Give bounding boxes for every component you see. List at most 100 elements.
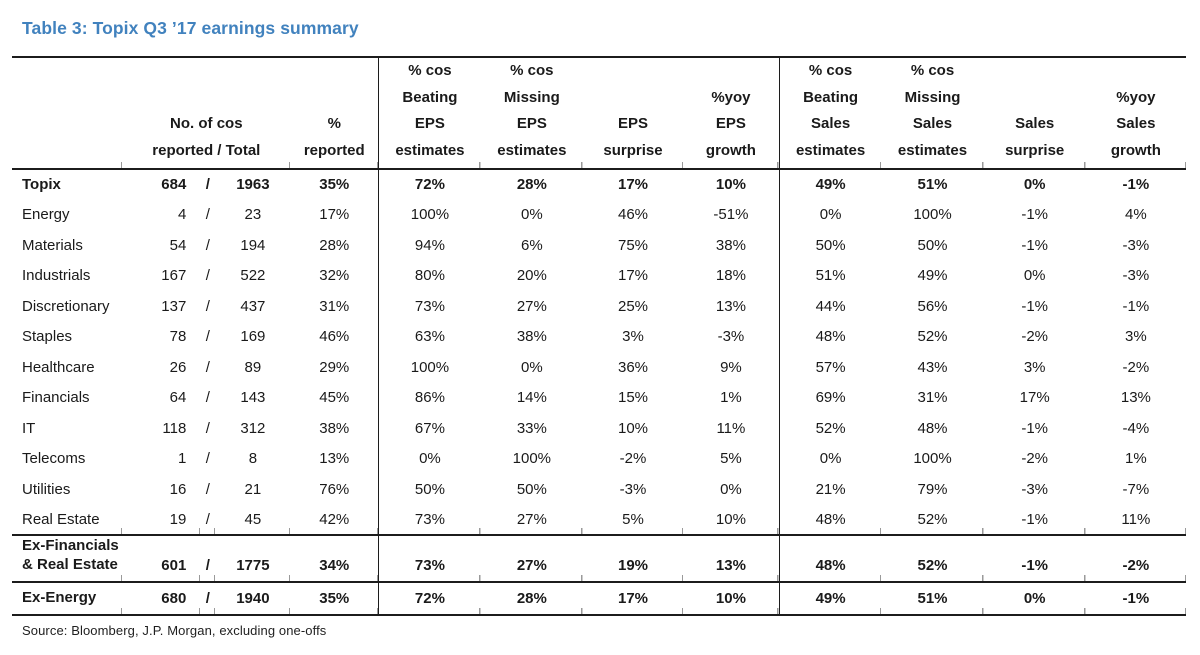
eps-beating-value: 67% (378, 413, 481, 444)
header-sales-surprise-line: surprise (1005, 141, 1065, 159)
eps-beating-value: 100% (378, 352, 481, 383)
header-eps-beating-line: EPS (414, 115, 445, 132)
cos-total-value: 23 (244, 206, 262, 224)
sales-missing-value: 31% (917, 389, 948, 407)
eps-beating-value: 0% (378, 443, 481, 474)
header-sales-missing-line: estimates (897, 141, 968, 159)
slash-separator: / (205, 206, 210, 224)
sales-surprise-value: -1% (1021, 297, 1049, 315)
sales-surprise-value: -2% (1021, 328, 1049, 346)
sales-growth-value: -2% (1122, 358, 1150, 376)
sales-beating-value: 0% (778, 443, 882, 474)
table-row: Discretionary 137 / 437 31% 73% 27% 25% 13% 44% 56… (12, 291, 1186, 322)
cos-total-value: 522 (240, 267, 266, 285)
eps-growth-value: 10% (715, 176, 746, 194)
header-sales-growth-line: growth (1110, 141, 1161, 159)
eps-surprise-value: 25% (618, 297, 649, 315)
pct-reported-value: 17% (319, 206, 350, 224)
sales-growth-value: -7% (1122, 480, 1150, 498)
sales-missing-value: 52% (881, 535, 984, 583)
sales-surprise-value: -3% (1021, 480, 1049, 498)
sector-label: Ex-Financials & Real Estate (12, 535, 123, 583)
table-row: Healthcare 26 / 89 29% 100% 0% 36% 9% 57% 43% 3% -2% (12, 352, 1186, 383)
cos-total-value: 437 (240, 297, 266, 315)
eps-surprise-value: -2% (619, 450, 647, 468)
cos-reported-value: 4 (177, 206, 187, 224)
eps-missing-value: 0% (521, 358, 543, 376)
cos-reported-value: 684 (161, 176, 187, 194)
sales-growth-value: -1% (1085, 582, 1186, 616)
slash-separator: / (205, 267, 210, 285)
pct-reported-value: 31% (319, 297, 350, 315)
cos-total-value: 1940 (215, 582, 291, 616)
header-pct-reported: % reported (290, 57, 379, 170)
eps-missing-value: 38% (516, 328, 547, 346)
eps-growth-value: 1% (720, 389, 742, 407)
sales-growth-value: 3% (1125, 328, 1147, 346)
sales-surprise-value: 0% (1023, 267, 1046, 285)
eps-surprise-value: 3% (622, 328, 644, 346)
cos-total-value: 194 (240, 236, 266, 254)
header-sales-missing-line: % cos (910, 62, 955, 79)
pct-reported-value: 45% (319, 389, 350, 407)
slash-separator: / (200, 535, 216, 583)
cos-reported-value: 78 (169, 328, 187, 346)
slash-separator: / (205, 328, 210, 346)
eps-surprise-value: 36% (618, 358, 649, 376)
eps-surprise-value: 19% (582, 535, 684, 583)
eps-beating-value: 94% (378, 230, 481, 261)
eps-growth-value: 38% (715, 236, 746, 254)
sales-growth-value: -4% (1122, 419, 1150, 437)
sector-label: Utilities (22, 480, 71, 498)
cos-total-value: 45 (215, 504, 291, 536)
sales-growth-value: 13% (1120, 389, 1151, 407)
header-sales-growth-line: %yoy (1116, 88, 1156, 106)
eps-surprise-value: 46% (618, 206, 649, 224)
eps-beating-value: 80% (378, 260, 481, 291)
header-pct-reported-line: % (327, 115, 341, 132)
sales-missing-value: 51% (917, 176, 948, 194)
header-eps-missing-line: estimates (497, 141, 567, 159)
table-body: Topix 684/1963 35% 72% 28% 17% 10% 49% 51% 0% -1% E… (12, 169, 1186, 616)
slash-separator: / (205, 389, 210, 407)
slash-separator: / (205, 176, 210, 194)
eps-beating-value: 73% (378, 291, 481, 322)
table-row: Utilities 16 / 21 76% 50% 50% -3% 0% 21% 79% -3% -7% (12, 474, 1186, 505)
header-eps-growth-line: %yoy (711, 88, 751, 106)
eps-growth-value: -51% (713, 206, 749, 224)
sector-label: IT (22, 419, 36, 437)
summary-row: Ex-Financials & Real Estate 601/1775 34% 73%… (12, 535, 1186, 583)
eps-surprise-value: 17% (582, 582, 684, 616)
header-sales-missing-line: Missing (904, 88, 961, 106)
table-row: Materials 54 / 194 28% 94% 6% 75% 38% 50% 50% -1% -3… (12, 230, 1186, 261)
earnings-summary-table: No. of cos reported / Total% reported % cos… (12, 56, 1186, 616)
eps-surprise-value: 15% (618, 389, 649, 407)
header-eps-missing-line: % cos (510, 62, 554, 79)
sales-beating-value: 52% (778, 413, 882, 444)
cos-total-value: 21 (244, 480, 262, 498)
sales-surprise-value: -2% (1021, 450, 1049, 468)
header-sales-missing-line: Sales (912, 115, 953, 132)
eps-surprise-value: 5% (582, 504, 684, 536)
eps-missing-value: 33% (516, 419, 547, 437)
cos-total-value: 312 (240, 419, 266, 437)
pct-reported-value: 35% (290, 582, 379, 616)
slash-separator: / (205, 450, 210, 468)
cos-reported-value: 1 (177, 450, 187, 468)
sales-beating-value: 0% (778, 199, 882, 230)
header-sales-growth-line: Sales (1116, 115, 1156, 132)
header-eps-growth-line: EPS (715, 115, 746, 132)
sales-growth-value: -1% (1122, 297, 1150, 315)
summary-row: Ex-Energy 680/1940 35% 72% 28% 17% 10% 49% 51% 0%… (12, 582, 1186, 616)
slash-separator: / (205, 236, 210, 254)
sales-beating-value: 50% (778, 230, 882, 261)
sales-surprise-value: 0% (983, 582, 1086, 616)
header-sales-surprise: Sales surprise (983, 57, 1086, 170)
sales-beating-value: 48% (778, 321, 882, 352)
header-sales-beating-line: Sales (810, 115, 851, 132)
header-eps-beating-line: estimates (395, 141, 465, 159)
sales-missing-value: 52% (881, 504, 984, 536)
pct-reported-value: 29% (319, 358, 350, 376)
header-no-of-cos-line: reported / Total (152, 141, 261, 159)
sector-label: Real Estate (12, 504, 123, 536)
